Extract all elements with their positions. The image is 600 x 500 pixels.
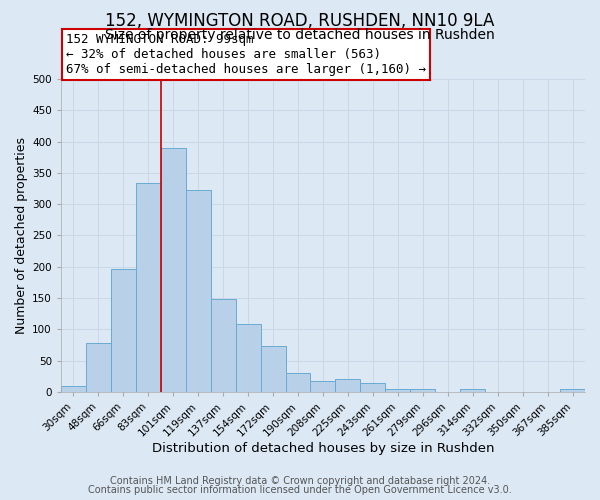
Bar	[211, 298, 236, 392]
X-axis label: Distribution of detached houses by size in Rushden: Distribution of detached houses by size …	[152, 442, 494, 455]
Bar	[335, 380, 361, 392]
Text: 152, WYMINGTON ROAD, RUSHDEN, NN10 9LA: 152, WYMINGTON ROAD, RUSHDEN, NN10 9LA	[106, 12, 494, 30]
Bar	[61, 386, 86, 392]
Bar	[310, 382, 335, 392]
Bar	[86, 343, 111, 392]
Text: 152 WYMINGTON ROAD: 99sqm
← 32% of detached houses are smaller (563)
67% of semi: 152 WYMINGTON ROAD: 99sqm ← 32% of detac…	[66, 33, 426, 76]
Bar	[460, 390, 485, 392]
Bar	[560, 390, 585, 392]
Bar	[385, 389, 410, 392]
Text: Size of property relative to detached houses in Rushden: Size of property relative to detached ho…	[105, 28, 495, 42]
Bar	[361, 383, 385, 392]
Bar	[161, 148, 186, 392]
Bar	[136, 183, 161, 392]
Y-axis label: Number of detached properties: Number of detached properties	[15, 137, 28, 334]
Text: Contains HM Land Registry data © Crown copyright and database right 2024.: Contains HM Land Registry data © Crown c…	[110, 476, 490, 486]
Text: Contains public sector information licensed under the Open Government Licence v3: Contains public sector information licen…	[88, 485, 512, 495]
Bar	[410, 389, 435, 392]
Bar	[186, 190, 211, 392]
Bar	[111, 268, 136, 392]
Bar	[236, 324, 260, 392]
Bar	[286, 373, 310, 392]
Bar	[260, 346, 286, 392]
